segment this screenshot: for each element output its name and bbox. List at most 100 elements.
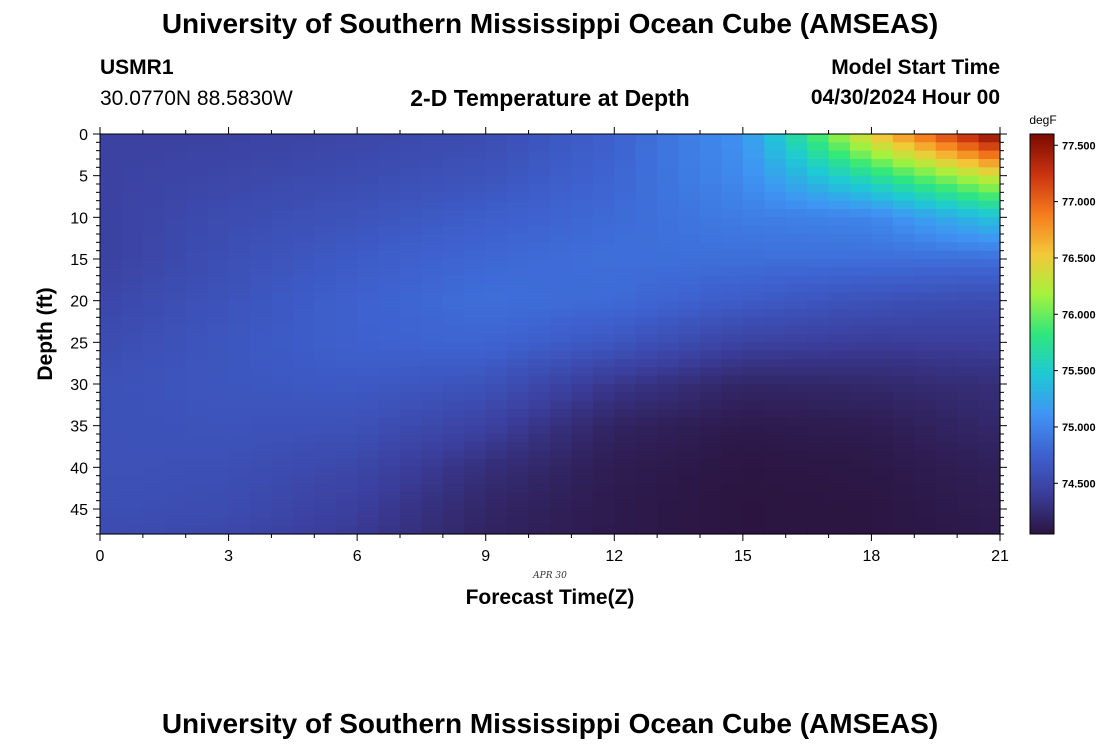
heatmap-cell <box>207 400 230 410</box>
heatmap-cell <box>592 217 615 227</box>
heatmap-cell <box>785 392 808 402</box>
heatmap-cell <box>207 384 230 393</box>
heatmap-cell <box>335 492 358 502</box>
heatmap-cell <box>335 184 358 193</box>
heatmap-cell <box>400 425 423 435</box>
heatmap-cell <box>250 359 273 368</box>
heatmap-cell <box>957 484 980 493</box>
heatmap-cell <box>485 350 508 360</box>
heatmap-cell <box>528 334 551 343</box>
heatmap-cell <box>914 300 937 310</box>
heatmap-cell <box>378 342 401 352</box>
heatmap-cell <box>185 434 208 443</box>
heatmap-cell <box>764 450 787 460</box>
heatmap-cell <box>635 317 658 327</box>
heatmap-cell <box>592 400 615 410</box>
heatmap-cell <box>250 334 273 343</box>
heatmap-cell <box>807 300 830 310</box>
heatmap-cell <box>442 417 465 427</box>
heatmap-cell <box>700 267 723 277</box>
heatmap-cell <box>271 292 294 302</box>
heatmap-cell <box>228 275 251 285</box>
heatmap-cell <box>528 359 551 368</box>
heatmap-cell <box>742 267 765 277</box>
heatmap-cell <box>935 409 958 418</box>
heatmap-cell <box>764 167 787 177</box>
heatmap-cell <box>807 167 830 177</box>
heatmap-cell <box>228 300 251 310</box>
heatmap-cell <box>250 159 273 168</box>
heatmap-cell <box>914 517 937 527</box>
heatmap-cell <box>250 384 273 393</box>
heatmap-cell <box>914 167 937 177</box>
heatmap-cell <box>485 234 508 243</box>
heatmap-cell <box>635 492 658 502</box>
heatmap-cell <box>807 342 830 352</box>
heatmap-cell <box>785 359 808 368</box>
heatmap-cell <box>442 484 465 493</box>
heatmap-cell <box>785 317 808 327</box>
heatmap-cell <box>485 467 508 477</box>
heatmap-cell <box>271 225 294 235</box>
heatmap-cell <box>807 525 830 535</box>
heatmap-cell <box>271 167 294 177</box>
heatmap-cell <box>421 142 444 152</box>
heatmap-cell <box>357 467 380 477</box>
heatmap-cell <box>421 309 444 318</box>
heatmap-cell <box>978 409 1001 418</box>
heatmap-cell <box>657 509 680 518</box>
heatmap-cell <box>142 475 165 485</box>
heatmap-cell <box>635 350 658 360</box>
heatmap-cell <box>164 467 187 477</box>
heatmap-cell <box>335 250 358 260</box>
heatmap-cell <box>228 267 251 277</box>
heatmap-cell <box>742 400 765 410</box>
heatmap-cell <box>892 242 915 252</box>
heatmap-cell <box>442 184 465 193</box>
heatmap-cell <box>271 375 294 385</box>
heatmap-cell <box>871 209 894 218</box>
heatmap-cell <box>807 359 830 368</box>
heatmap-cell <box>635 142 658 152</box>
date-label: APR 30 <box>532 571 567 581</box>
heatmap-cell <box>250 517 273 527</box>
heatmap-cell <box>292 259 315 268</box>
heatmap-cell <box>550 500 573 510</box>
heatmap-cell <box>721 267 744 277</box>
heatmap-cell <box>807 159 830 168</box>
heatmap-cell <box>421 467 444 477</box>
heatmap-cell <box>271 259 294 268</box>
heatmap-cell <box>721 509 744 518</box>
heatmap-cell <box>571 367 594 377</box>
heatmap-cell <box>657 134 680 143</box>
heatmap-cell <box>614 250 637 260</box>
heatmap-cell <box>721 217 744 227</box>
heatmap-cell <box>742 509 765 518</box>
heatmap-cell <box>271 234 294 243</box>
heatmap-cell <box>721 492 744 502</box>
heatmap-cell <box>721 342 744 352</box>
heatmap-cell <box>614 200 637 210</box>
heatmap-cell <box>485 250 508 260</box>
heatmap-cell <box>742 292 765 302</box>
heatmap-cell <box>850 234 873 243</box>
heatmap-cell <box>400 384 423 393</box>
heatmap-cell <box>742 134 765 143</box>
heatmap-cell <box>571 175 594 185</box>
heatmap-cell <box>421 209 444 218</box>
heatmap-cell <box>657 142 680 152</box>
heatmap-cell <box>100 392 123 402</box>
heatmap-cell <box>185 509 208 518</box>
heatmap-cell <box>292 209 315 218</box>
heatmap-cell <box>142 467 165 477</box>
heatmap-cell <box>121 400 144 410</box>
heatmap-cell <box>592 334 615 343</box>
heatmap-cell <box>485 292 508 302</box>
heatmap-cell <box>721 400 744 410</box>
heatmap-cell <box>807 259 830 268</box>
heatmap-cell <box>164 517 187 527</box>
heatmap-cell <box>978 217 1001 227</box>
heatmap-cell <box>507 442 530 452</box>
heatmap-cell <box>164 292 187 302</box>
heatmap-cell <box>185 525 208 535</box>
